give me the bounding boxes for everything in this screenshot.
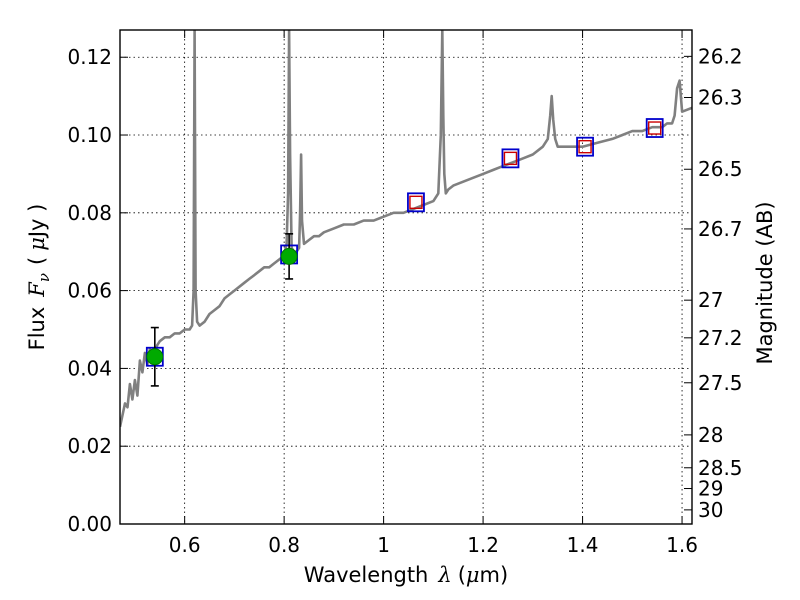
y-axis-unit-open: ( [25, 257, 49, 265]
y-tick-label: 0.02 [67, 434, 112, 458]
y-tick-label: 0.00 [67, 512, 112, 536]
right-tick-label: 27 [698, 288, 723, 312]
grid [120, 30, 692, 525]
model-photometry-marker [576, 136, 594, 157]
x-tick-label: 1.4 [567, 533, 599, 557]
x-tick-label: 1.6 [666, 533, 698, 557]
right-tick-label: 27.5 [698, 371, 743, 395]
observed-photometry-marker [146, 348, 164, 366]
x-tick-label: 1.2 [467, 533, 499, 557]
y-axis-title-text: Flux [25, 307, 49, 351]
model-photometry-marker [407, 192, 425, 213]
right-tick-label: 26.3 [698, 85, 743, 109]
right-tick-label: 28 [698, 423, 723, 447]
right-tick-label: 30 [698, 498, 723, 522]
right-tick-label: 26.5 [698, 157, 743, 181]
plot-area [120, 30, 692, 428]
y-tick-label: 0.06 [67, 279, 112, 303]
right-axis-title: Magnitude (AB) [753, 201, 777, 364]
y-tick-label: 0.10 [67, 123, 112, 147]
x-axis-unit-mu: μ [466, 563, 480, 587]
right-tick-label: 28.5 [698, 456, 743, 480]
right-tick-label: 26.7 [698, 217, 743, 241]
x-axis-title-text: Wavelength [304, 563, 429, 587]
y-axis-unit-mu: μ [25, 237, 49, 251]
x-tick-label: 0.6 [169, 533, 201, 557]
y-axis-title: Flux Fν ( μJy ) [25, 204, 53, 351]
plot-frame [119, 29, 693, 525]
y-tick-label: 0.04 [67, 356, 112, 380]
axis-ticks: 0.6 0.8 1 1.2 1.4 1.6 0.00 0.02 0.04 0.06 0.08 0.10… [67, 30, 743, 557]
predicted-photometry-marker [647, 121, 662, 135]
x-axis-symbol: λ [437, 563, 451, 587]
observed-photometry-marker [280, 247, 298, 265]
spectrum-line [120, 30, 692, 428]
right-tick-label: 26.2 [698, 44, 743, 68]
y-axis-subscript: ν [35, 273, 53, 282]
model-photometry-marker [645, 118, 664, 138]
y-axis-unit-rest: Jy ) [25, 204, 49, 240]
x-tick-label: 0.8 [268, 533, 300, 557]
x-tick-label: 1 [377, 533, 390, 557]
right-tick-label: 29 [698, 477, 723, 501]
y-tick-label: 0.08 [67, 201, 112, 225]
x-axis-unit-open: ( [458, 563, 466, 587]
predicted-photometry-marker [409, 195, 423, 210]
predicted-photometry-marker [503, 151, 518, 166]
x-axis-unit-rest: m) [480, 563, 509, 587]
y-tick-label: 0.12 [67, 45, 112, 69]
y-axis-symbol: F [25, 281, 49, 298]
x-axis-title: Wavelength λ (μm) [304, 563, 508, 587]
predicted-photometry-marker [578, 139, 592, 154]
model-photometry-marker [501, 148, 520, 169]
right-tick-label: 27.2 [698, 326, 743, 350]
